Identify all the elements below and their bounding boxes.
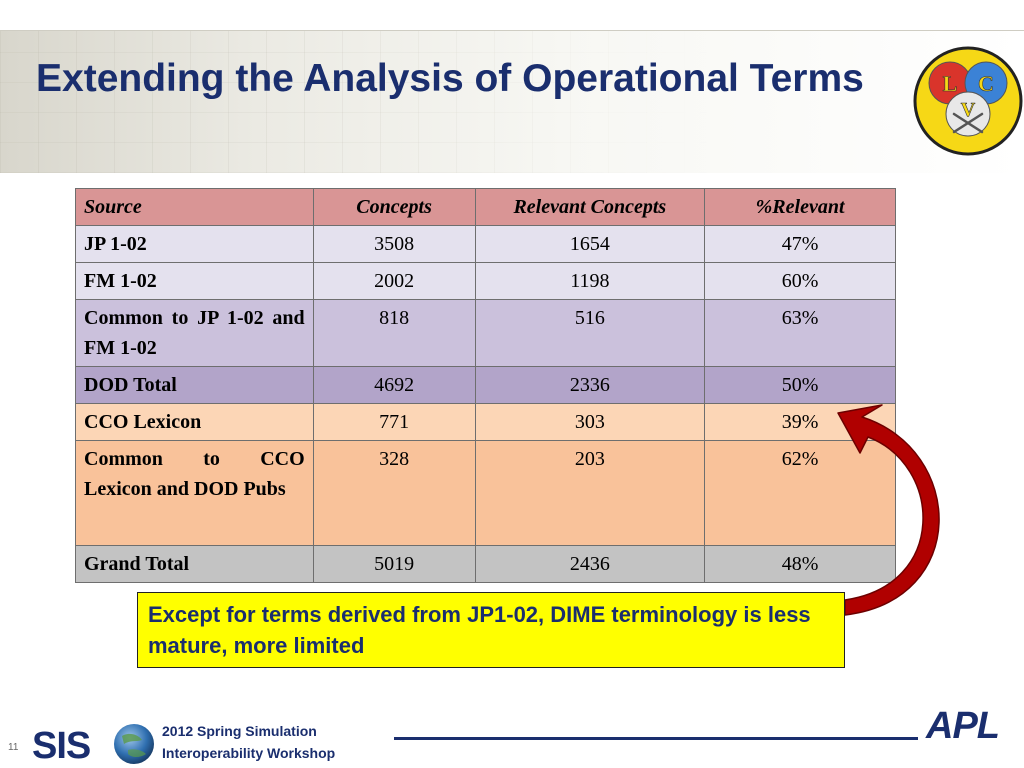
cell-source: DOD Total: [75, 366, 314, 404]
callout-box: Except for terms derived from JP1-02, DI…: [137, 592, 845, 668]
cell-concepts: 2002: [312, 262, 476, 300]
siso-logo: SIS: [32, 724, 154, 766]
cell-percent: 47%: [704, 225, 896, 263]
header-relevant-concepts: Relevant Concepts: [474, 188, 706, 226]
cell-percent: 50%: [704, 366, 896, 404]
cell-percent: 62%: [704, 440, 896, 546]
cell-relevant: 2336: [474, 366, 706, 404]
conference-name-line1: 2012 Spring Simulation: [162, 723, 317, 739]
title-band: [0, 30, 1024, 173]
table-row: Common to CCO Lexicon and DOD Pubs 328 2…: [75, 440, 896, 546]
cell-relevant: 1198: [474, 262, 706, 300]
cell-percent: 60%: [704, 262, 896, 300]
apl-logo: APL: [926, 705, 1000, 747]
table-header-row: Source Concepts Relevant Concepts %Relev…: [75, 188, 896, 226]
cell-relevant: 516: [474, 299, 706, 367]
footer-divider: [394, 737, 918, 740]
cell-concepts: 5019: [312, 545, 476, 583]
cell-concepts: 3508: [312, 225, 476, 263]
cell-percent: 48%: [704, 545, 896, 583]
cell-percent: 63%: [704, 299, 896, 367]
header-source: Source: [75, 188, 314, 226]
cell-source: JP 1-02: [75, 225, 314, 263]
lcv-logo: L C V: [913, 46, 1023, 156]
cell-source: CCO Lexicon: [75, 403, 314, 441]
logo-letter-c: C: [978, 71, 994, 96]
cell-source: Common to CCO Lexicon and DOD Pubs: [75, 440, 314, 546]
logo-letter-l: L: [943, 71, 958, 96]
slide-title: Extending the Analysis of Operational Te…: [36, 57, 864, 100]
cell-relevant: 2436: [474, 545, 706, 583]
header-percent-relevant: %Relevant: [704, 188, 896, 226]
table-row: Grand Total 5019 2436 48%: [75, 545, 896, 583]
siso-logo-text: SIS: [32, 725, 90, 766]
title-band-texture: [0, 31, 1024, 173]
crossed-swords-icon: [952, 112, 984, 134]
header-concepts: Concepts: [312, 188, 476, 226]
page-number: 11: [8, 742, 19, 753]
table-row: CCO Lexicon 771 303 39%: [75, 403, 896, 441]
cell-concepts: 771: [312, 403, 476, 441]
table-row: JP 1-02 3508 1654 47%: [75, 225, 896, 263]
conference-name: 2012 Spring Simulation Interoperability …: [162, 720, 335, 764]
cell-concepts: 818: [312, 299, 476, 367]
cell-concepts: 4692: [312, 366, 476, 404]
cell-source: Grand Total: [75, 545, 314, 583]
cell-relevant: 1654: [474, 225, 706, 263]
cell-relevant: 303: [474, 403, 706, 441]
table-row: DOD Total 4692 2336 50%: [75, 366, 896, 404]
logo-letter-v: V: [961, 99, 976, 121]
cell-source: Common to JP 1-02 and FM 1-02: [75, 299, 314, 367]
cell-source: FM 1-02: [75, 262, 314, 300]
conference-name-line2: Interoperability Workshop: [162, 745, 336, 761]
curved-arrow-icon: [837, 404, 940, 616]
cell-relevant: 203: [474, 440, 706, 546]
analysis-table: Source Concepts Relevant Concepts %Relev…: [75, 188, 896, 583]
globe-icon: [114, 724, 154, 764]
table-row: FM 1-02 2002 1198 60%: [75, 262, 896, 300]
cell-concepts: 328: [312, 440, 476, 546]
table-row: Common to JP 1-02 and FM 1-02 818 516 63…: [75, 299, 896, 367]
